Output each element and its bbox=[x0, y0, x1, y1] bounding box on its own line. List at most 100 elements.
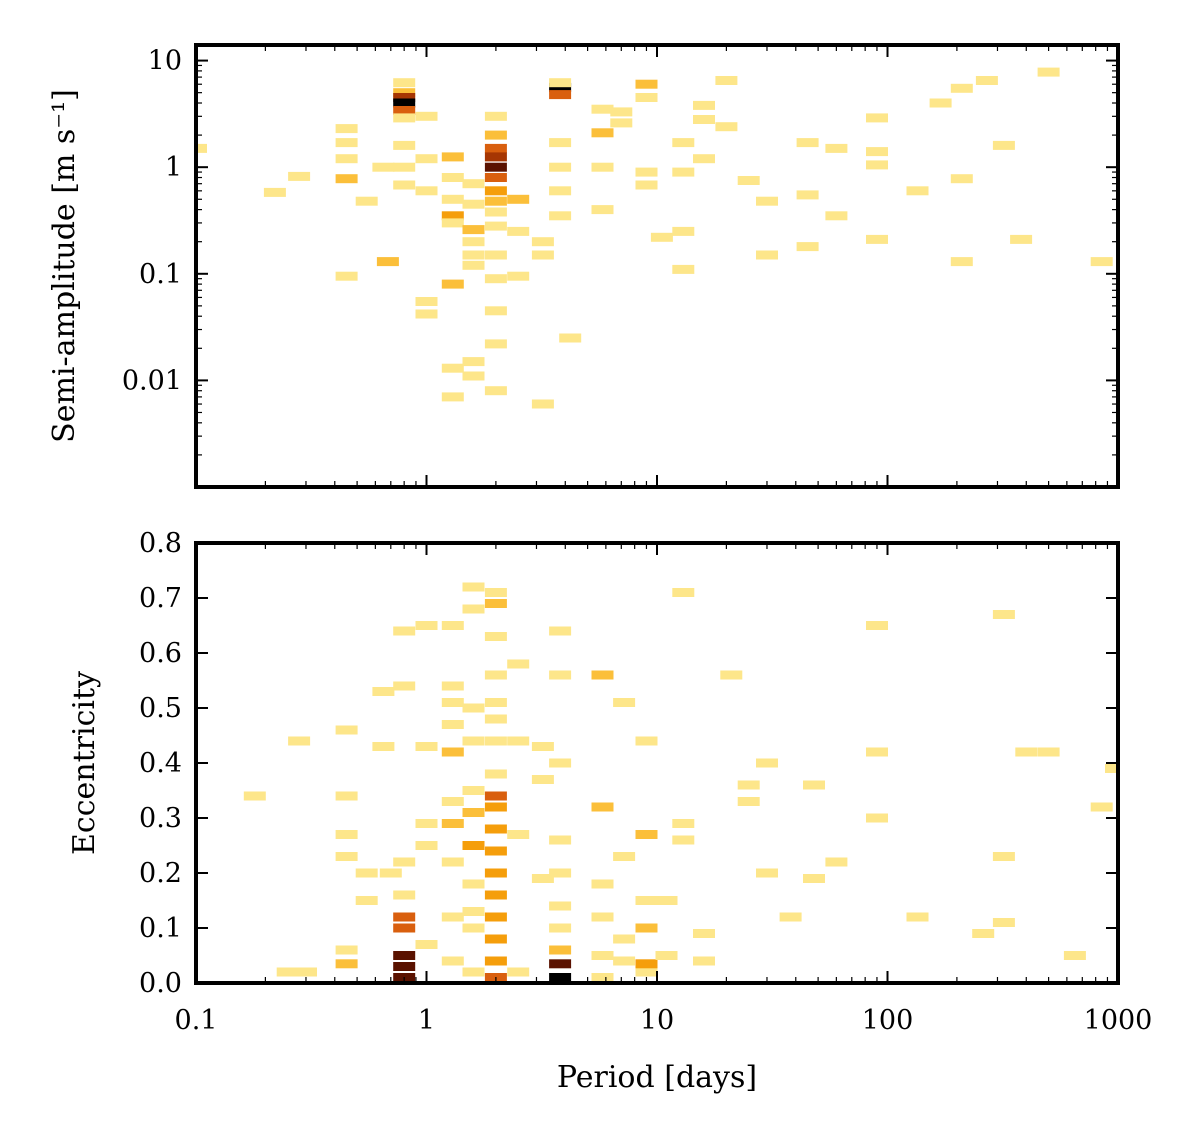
bottom-cell-108 bbox=[720, 670, 743, 680]
top-cell-13 bbox=[484, 162, 507, 172]
bottom-y-tick-label: 0.4 bbox=[139, 748, 182, 779]
top-cell-55 bbox=[462, 199, 485, 209]
bottom-cell-83 bbox=[531, 775, 554, 784]
bottom-cell-13 bbox=[484, 890, 507, 900]
top-cell-46 bbox=[441, 152, 464, 162]
bottom-x-tick-label: 0.1 bbox=[175, 1005, 218, 1036]
top-axis-ticks bbox=[195, 45, 1118, 488]
bottom-cell-4 bbox=[393, 912, 416, 922]
top-cell-3 bbox=[393, 98, 416, 108]
top-cell-57 bbox=[462, 237, 485, 247]
top-cell-107 bbox=[992, 140, 1015, 150]
top-cell-17 bbox=[484, 207, 507, 217]
bottom-cell-105 bbox=[672, 588, 695, 597]
top-cell-24 bbox=[549, 82, 572, 92]
bottom-cell-56 bbox=[415, 621, 438, 630]
top-cell-31 bbox=[335, 124, 358, 134]
top-cell-52 bbox=[441, 363, 464, 373]
bottom-cell-53 bbox=[415, 841, 438, 850]
x-axis-label: Period [days] bbox=[557, 1060, 757, 1095]
bottom-cell-128 bbox=[1090, 802, 1113, 812]
top-cell-75 bbox=[635, 167, 658, 177]
bottom-cell-51 bbox=[379, 868, 402, 878]
bottom-axis-ticks bbox=[195, 542, 1118, 984]
top-cell-62 bbox=[507, 194, 530, 204]
top-cell-79 bbox=[672, 138, 695, 148]
top-cell-43 bbox=[415, 186, 438, 196]
top-cell-11 bbox=[484, 143, 507, 153]
top-cell-85 bbox=[693, 115, 715, 124]
bottom-cell-24 bbox=[484, 632, 507, 641]
bottom-cell-40 bbox=[335, 830, 358, 839]
bottom-cell-92 bbox=[613, 934, 636, 944]
bottom-cell-42 bbox=[335, 725, 358, 735]
top-cell-40 bbox=[376, 257, 399, 267]
top-cell-32 bbox=[335, 138, 358, 148]
top-cell-16 bbox=[484, 196, 507, 206]
bottom-cell-94 bbox=[613, 698, 636, 707]
bottom-cell-98 bbox=[635, 896, 658, 905]
top-cell-23 bbox=[484, 386, 507, 396]
top-cell-65 bbox=[531, 237, 554, 247]
top-cell-76 bbox=[635, 180, 658, 190]
top-y-tick-label: 1 bbox=[165, 152, 182, 183]
bottom-cell-32 bbox=[549, 868, 572, 878]
top-cell-51 bbox=[441, 279, 464, 289]
top-cell-25 bbox=[549, 90, 572, 100]
top-cell-78 bbox=[610, 107, 633, 117]
top-cell-15 bbox=[484, 186, 507, 196]
top-cell-81 bbox=[672, 226, 695, 236]
bottom-y-tick-labels: 0.0 0.1 0.2 0.3 0.4 0.5 0.6 0.7 0.8 bbox=[139, 528, 182, 999]
bottom-cell-50 bbox=[372, 687, 395, 696]
bottom-cell-113 bbox=[779, 912, 802, 922]
top-cell-80 bbox=[672, 167, 695, 177]
bottom-cell-44 bbox=[295, 967, 317, 977]
top-heatmap-cells bbox=[196, 67, 1113, 409]
top-cell-35 bbox=[335, 271, 358, 281]
top-cell-45 bbox=[415, 309, 438, 319]
bottom-cell-15 bbox=[484, 846, 507, 856]
bottom-y-axis-label: Eccentricity bbox=[67, 671, 102, 855]
bottom-cell-97 bbox=[635, 923, 658, 933]
bottom-cell-31 bbox=[549, 901, 572, 911]
top-cell-87 bbox=[715, 76, 738, 85]
bottom-cell-8 bbox=[393, 626, 416, 636]
top-cell-28 bbox=[549, 162, 572, 172]
bottom-cell-96 bbox=[635, 959, 658, 969]
top-cell-83 bbox=[650, 232, 673, 242]
bottom-cell-85 bbox=[591, 973, 614, 982]
bottom-cell-112 bbox=[756, 758, 778, 768]
top-cell-95 bbox=[825, 143, 848, 153]
top-cell-67 bbox=[531, 399, 554, 409]
bottom-x-tick-label: 10 bbox=[640, 1005, 674, 1036]
top-cell-50 bbox=[441, 218, 464, 228]
bottom-cell-99 bbox=[635, 830, 658, 839]
bottom-cell-119 bbox=[866, 621, 888, 630]
top-cell-27 bbox=[549, 138, 572, 148]
bottom-cell-22 bbox=[484, 698, 507, 707]
bottom-cell-117 bbox=[866, 813, 888, 823]
bottom-cell-129 bbox=[1105, 764, 1118, 773]
bottom-cell-124 bbox=[992, 610, 1015, 619]
bottom-cell-46 bbox=[243, 791, 266, 801]
top-cell-12 bbox=[484, 152, 507, 162]
bottom-cell-66 bbox=[441, 621, 464, 630]
top-panel: 0.01 0.1 1 10 Semi-amplitude [m s⁻¹] bbox=[47, 43, 1120, 489]
top-cell-111 bbox=[196, 143, 207, 153]
bottom-cell-106 bbox=[693, 956, 715, 966]
top-cell-101 bbox=[906, 186, 929, 196]
top-cell-104 bbox=[950, 174, 973, 184]
bottom-cell-87 bbox=[591, 912, 614, 922]
bottom-cell-48 bbox=[355, 896, 378, 905]
bottom-cell-39 bbox=[335, 852, 358, 861]
bottom-cell-1 bbox=[393, 962, 416, 971]
top-y-axis-label: Semi-amplitude [m s⁻¹] bbox=[47, 89, 82, 443]
bottom-cell-12 bbox=[484, 912, 507, 922]
bottom-cell-35 bbox=[549, 670, 572, 680]
bottom-y-tick-label: 0.1 bbox=[139, 913, 182, 944]
top-cell-1 bbox=[393, 88, 416, 98]
top-cell-106 bbox=[975, 76, 998, 85]
top-cell-47 bbox=[441, 173, 464, 182]
bottom-cell-75 bbox=[462, 703, 485, 713]
bottom-cell-80 bbox=[507, 736, 530, 746]
